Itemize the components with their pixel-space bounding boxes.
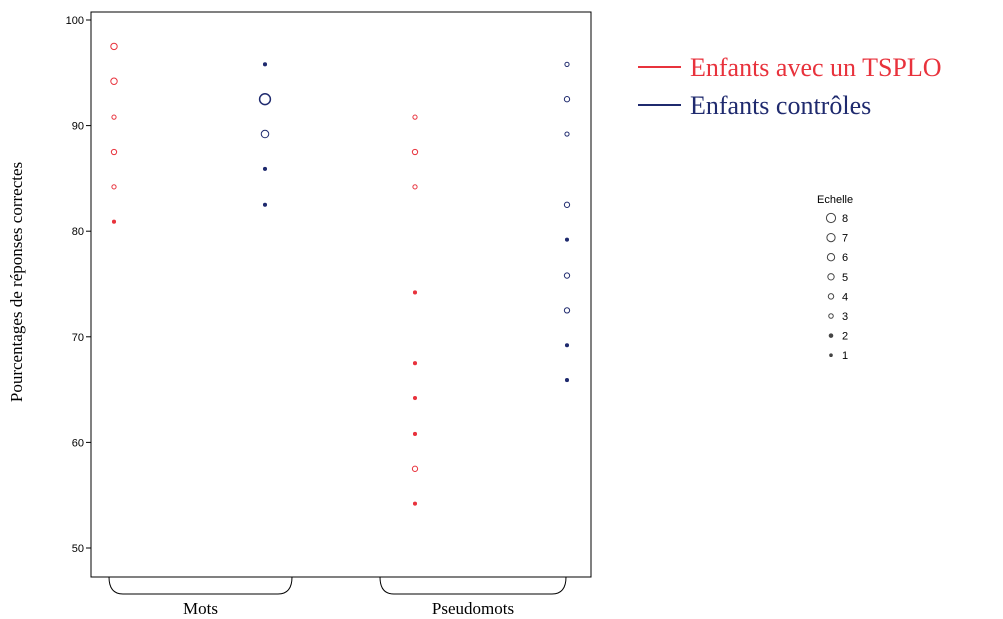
data-point bbox=[412, 361, 418, 366]
scale-marker bbox=[827, 273, 835, 281]
data-point bbox=[262, 202, 268, 207]
data-point bbox=[412, 184, 418, 190]
data-point bbox=[110, 77, 118, 85]
data-point bbox=[564, 343, 570, 348]
scale-marker bbox=[829, 353, 833, 358]
plot-frame bbox=[90, 11, 592, 578]
y-tick-label: 60 bbox=[72, 437, 84, 449]
plot-area bbox=[90, 11, 592, 578]
scale-title: Echelle bbox=[817, 194, 853, 206]
data-point bbox=[564, 237, 570, 242]
category-label: Mots bbox=[183, 599, 218, 618]
data-point bbox=[412, 501, 418, 506]
scale-label: 3 bbox=[842, 311, 848, 323]
data-point bbox=[111, 184, 117, 190]
scale-label: 4 bbox=[842, 291, 848, 303]
y-tick-label: 70 bbox=[72, 332, 84, 344]
legend-label: Enfants contrôles bbox=[690, 91, 871, 120]
data-point bbox=[258, 93, 272, 106]
data-point bbox=[110, 42, 118, 51]
data-point bbox=[564, 131, 570, 137]
y-tick-label: 100 bbox=[66, 15, 84, 27]
scale-label: 8 bbox=[842, 213, 848, 225]
y-axis-ticks: 50 60 70 80 90 100 bbox=[66, 15, 91, 555]
category-bracket bbox=[379, 576, 567, 595]
data-point bbox=[110, 148, 118, 156]
category-label: Pseudomots bbox=[432, 599, 514, 618]
data-point bbox=[564, 61, 570, 67]
data-point bbox=[262, 62, 268, 67]
y-tick-label: 80 bbox=[72, 226, 84, 238]
scale-label: 2 bbox=[842, 331, 848, 343]
data-point bbox=[411, 148, 419, 156]
series-legend: Enfants avec un TSPLO Enfants contrôles bbox=[638, 53, 942, 120]
data-point bbox=[111, 114, 117, 120]
data-point bbox=[111, 219, 117, 224]
data-point bbox=[563, 96, 571, 103]
scale-label: 5 bbox=[842, 272, 848, 284]
x-axis-categories: Mots Pseudomots bbox=[108, 576, 567, 618]
size-scale-legend: Echelle 8 7 6 5 4 3 2 1 bbox=[817, 194, 853, 362]
scale-marker bbox=[826, 253, 836, 262]
scale-label: 1 bbox=[842, 350, 848, 362]
data-point bbox=[412, 395, 418, 401]
data-point bbox=[412, 114, 418, 120]
data-point bbox=[412, 290, 418, 295]
scale-marker bbox=[825, 212, 837, 224]
y-tick-label: 50 bbox=[72, 543, 84, 555]
scale-marker bbox=[828, 333, 834, 338]
scale-marker bbox=[828, 313, 834, 319]
data-point bbox=[563, 307, 571, 314]
scale-label: 6 bbox=[842, 252, 848, 264]
data-point bbox=[563, 201, 571, 208]
data-point bbox=[563, 272, 571, 279]
scale-marker bbox=[827, 293, 835, 300]
data-point bbox=[262, 166, 268, 171]
data-point bbox=[411, 465, 419, 472]
legend-label: Enfants avec un TSPLO bbox=[690, 53, 942, 82]
data-point bbox=[412, 431, 418, 437]
scale-marker bbox=[826, 232, 836, 243]
scale-label: 7 bbox=[842, 233, 848, 245]
data-points bbox=[110, 42, 571, 506]
category-bracket bbox=[108, 576, 293, 595]
data-point bbox=[564, 378, 570, 383]
y-tick-label: 90 bbox=[72, 121, 84, 133]
data-point bbox=[260, 129, 270, 139]
y-axis-label: Pourcentages de réponses correctes bbox=[7, 162, 26, 402]
